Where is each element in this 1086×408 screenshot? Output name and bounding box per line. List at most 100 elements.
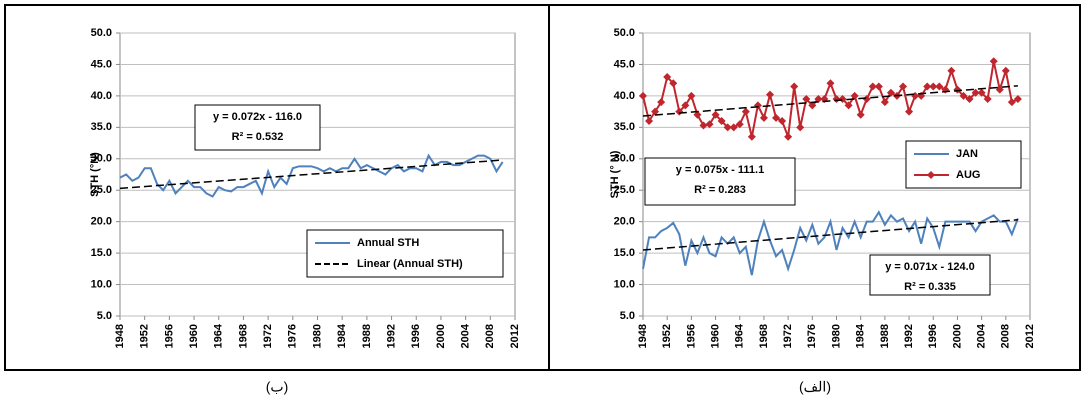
marker bbox=[880, 98, 889, 107]
legend-label: Linear (Annual STH) bbox=[357, 258, 463, 270]
equation-box bbox=[644, 157, 796, 206]
marker bbox=[826, 79, 835, 88]
y-tick-label: 35.0 bbox=[91, 121, 112, 133]
marker bbox=[1007, 98, 1016, 107]
marker bbox=[850, 91, 859, 100]
x-tick-label: 1952 bbox=[139, 324, 151, 348]
x-tick-label: 1992 bbox=[385, 324, 397, 348]
marker bbox=[965, 95, 974, 104]
y-axis-label: STH (°N) bbox=[89, 152, 101, 197]
legend bbox=[905, 140, 1022, 189]
x-tick-label: 2012 bbox=[1024, 324, 1036, 348]
legend-label: JAN bbox=[956, 148, 978, 160]
x-tick-label: 1960 bbox=[188, 324, 200, 348]
series-line bbox=[642, 210, 1019, 276]
marker bbox=[772, 113, 781, 122]
x-tick-label: 1988 bbox=[361, 324, 373, 348]
y-axis-label: STH (° N) bbox=[609, 150, 621, 198]
x-tick-label: 2008 bbox=[484, 324, 496, 348]
marker bbox=[711, 110, 720, 119]
x-tick-label: 2004 bbox=[976, 323, 988, 348]
equation-box bbox=[869, 254, 991, 296]
caption: (الف) bbox=[799, 379, 831, 395]
x-tick-label: 1988 bbox=[879, 324, 891, 348]
x-tick-label: 1972 bbox=[262, 324, 274, 348]
marker bbox=[681, 101, 690, 110]
marker bbox=[645, 117, 654, 126]
x-tick-label: 1968 bbox=[758, 324, 770, 348]
x-tick-label: 1948 bbox=[637, 324, 649, 348]
marker bbox=[723, 123, 732, 132]
y-tick-label: 45.0 bbox=[614, 58, 635, 70]
y-tick-label: 5.0 bbox=[97, 310, 112, 322]
y-tick-label: 40.0 bbox=[614, 90, 635, 102]
marker bbox=[983, 95, 992, 104]
x-tick-label: 1976 bbox=[806, 324, 818, 348]
x-tick-label: 1980 bbox=[830, 324, 842, 348]
marker bbox=[717, 117, 726, 126]
equation: R² = 0.283 bbox=[694, 184, 746, 196]
marker bbox=[657, 98, 666, 107]
x-tick-label: 2000 bbox=[951, 324, 963, 348]
x-tick-label: 1984 bbox=[855, 323, 867, 348]
legend-label: Annual STH bbox=[357, 237, 419, 249]
marker bbox=[862, 95, 871, 104]
legend-label: AUG bbox=[956, 169, 980, 181]
x-tick-label: 1968 bbox=[237, 324, 249, 348]
marker bbox=[663, 73, 672, 82]
y-tick-label: 45.0 bbox=[91, 58, 112, 70]
marker bbox=[802, 95, 811, 104]
equation: y = 0.072x - 116.0 bbox=[213, 111, 302, 123]
x-tick-label: 1992 bbox=[903, 324, 915, 348]
trendline bbox=[119, 159, 503, 190]
y-tick-label: 20.0 bbox=[91, 216, 112, 228]
marker bbox=[784, 132, 793, 141]
marker bbox=[838, 95, 847, 104]
x-tick-label: 1980 bbox=[311, 324, 323, 348]
equation: R² = 0.532 bbox=[232, 131, 284, 143]
y-tick-label: 30.0 bbox=[614, 153, 635, 165]
marker bbox=[886, 88, 895, 97]
marker bbox=[759, 113, 768, 122]
marker bbox=[923, 82, 932, 91]
trendline bbox=[642, 219, 1018, 251]
x-tick-label: 1972 bbox=[782, 324, 794, 348]
marker bbox=[929, 82, 938, 91]
y-tick-label: 40.0 bbox=[91, 90, 112, 102]
marker bbox=[989, 57, 998, 66]
y-tick-label: 25.0 bbox=[614, 184, 635, 196]
x-tick-label: 2000 bbox=[435, 324, 447, 348]
x-tick-label: 1948 bbox=[114, 324, 126, 348]
y-tick-label: 10.0 bbox=[614, 278, 635, 290]
marker bbox=[687, 91, 696, 100]
marker bbox=[971, 88, 980, 97]
y-tick-label: 30.0 bbox=[91, 153, 112, 165]
y-tick-label: 15.0 bbox=[91, 247, 112, 259]
y-tick-label: 50.0 bbox=[614, 27, 635, 39]
caption: (ب) bbox=[266, 379, 289, 395]
marker bbox=[977, 88, 986, 97]
y-tick-label: 35.0 bbox=[614, 121, 635, 133]
marker bbox=[699, 121, 708, 130]
marker bbox=[1013, 95, 1022, 104]
frame bbox=[4, 4, 1081, 371]
marker bbox=[705, 120, 714, 129]
equation-box bbox=[194, 104, 321, 151]
marker bbox=[790, 82, 799, 91]
marker bbox=[868, 82, 877, 91]
x-tick-label: 2008 bbox=[1000, 324, 1012, 348]
marker bbox=[1001, 66, 1010, 75]
x-tick-label: 1976 bbox=[287, 324, 299, 348]
x-tick-label: 1952 bbox=[661, 324, 673, 348]
marker bbox=[747, 132, 756, 141]
x-tick-label: 1984 bbox=[336, 323, 348, 348]
equation: y = 0.075x - 111.1 bbox=[676, 164, 764, 176]
marker bbox=[905, 107, 914, 116]
legend bbox=[306, 229, 504, 278]
x-tick-label: 1956 bbox=[685, 324, 697, 348]
x-tick-label: 1996 bbox=[410, 324, 422, 348]
marker bbox=[693, 110, 702, 119]
marker bbox=[796, 123, 805, 132]
x-tick-label: 1996 bbox=[927, 324, 939, 348]
